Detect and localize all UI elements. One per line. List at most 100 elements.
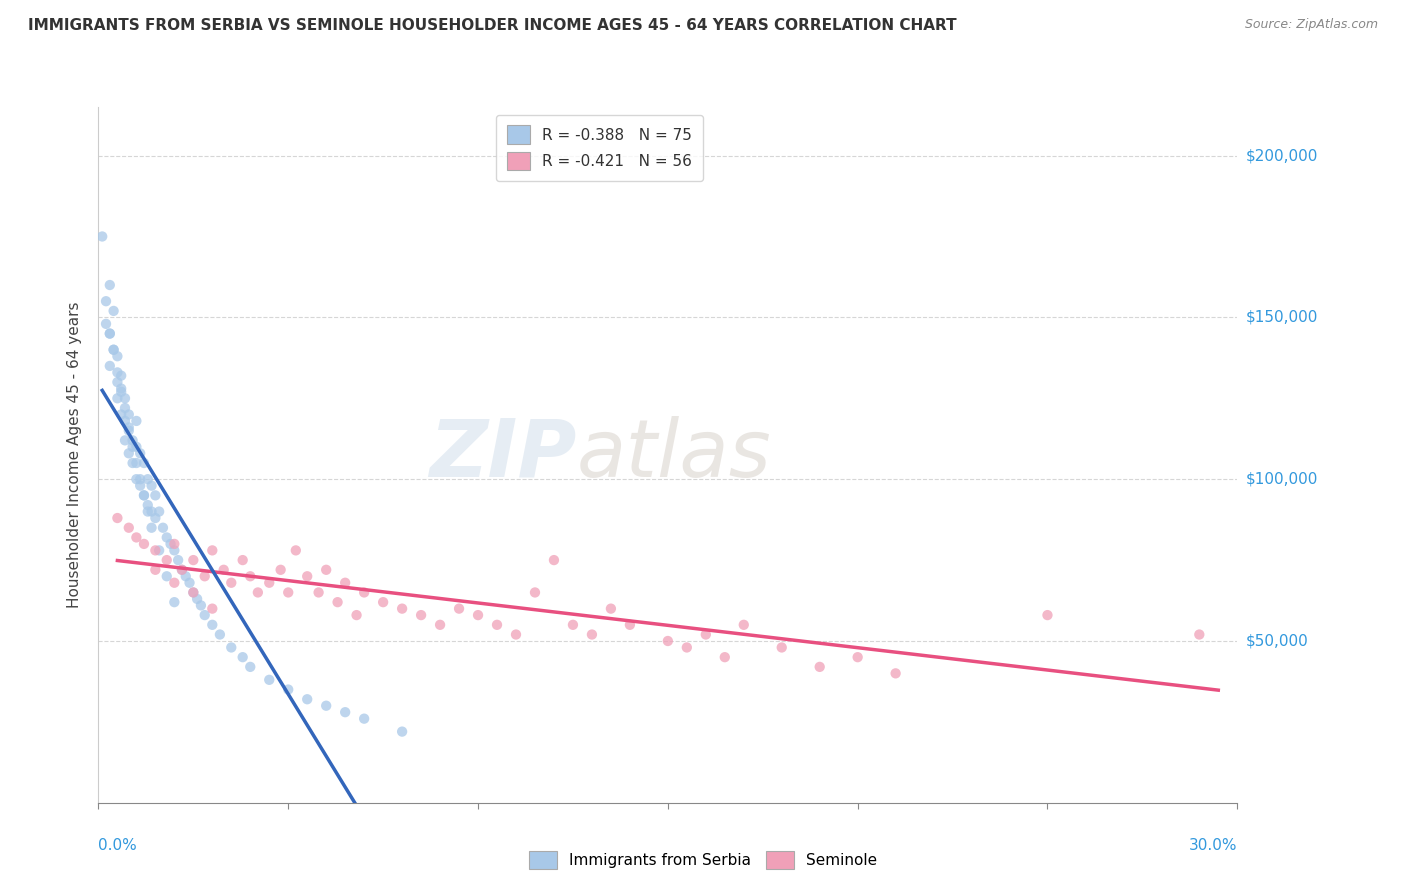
Point bbox=[326, 595, 349, 609]
Text: 30.0%: 30.0% bbox=[1189, 838, 1237, 853]
Point bbox=[277, 682, 299, 697]
Point bbox=[110, 384, 132, 399]
Point bbox=[270, 563, 292, 577]
Point bbox=[136, 472, 159, 486]
Point bbox=[125, 440, 148, 454]
Point bbox=[107, 349, 129, 363]
Point bbox=[125, 456, 148, 470]
Point bbox=[808, 660, 831, 674]
Point bbox=[103, 343, 125, 357]
Text: $200,000: $200,000 bbox=[1246, 148, 1317, 163]
Point bbox=[107, 365, 129, 379]
Point bbox=[259, 575, 281, 590]
Point bbox=[163, 575, 186, 590]
Point bbox=[148, 543, 170, 558]
Point bbox=[114, 392, 136, 406]
Point bbox=[714, 650, 737, 665]
Point bbox=[114, 414, 136, 428]
Point bbox=[107, 392, 129, 406]
Point bbox=[110, 368, 132, 383]
Point bbox=[600, 601, 623, 615]
Point bbox=[125, 531, 148, 545]
Text: 0.0%: 0.0% bbox=[98, 838, 138, 853]
Point bbox=[167, 553, 190, 567]
Point bbox=[391, 724, 413, 739]
Point bbox=[391, 601, 413, 615]
Point bbox=[118, 420, 141, 434]
Point bbox=[129, 472, 152, 486]
Point bbox=[201, 601, 224, 615]
Point bbox=[91, 229, 114, 244]
Point bbox=[239, 660, 262, 674]
Point bbox=[110, 408, 132, 422]
Point bbox=[103, 343, 125, 357]
Point bbox=[411, 608, 433, 623]
Point bbox=[543, 553, 565, 567]
Point bbox=[695, 627, 717, 641]
Point bbox=[114, 401, 136, 415]
Point bbox=[148, 504, 170, 518]
Legend: R = -0.388   N = 75, R = -0.421   N = 56: R = -0.388 N = 75, R = -0.421 N = 56 bbox=[496, 115, 703, 181]
Point bbox=[141, 504, 163, 518]
Point bbox=[132, 488, 155, 502]
Point bbox=[118, 424, 141, 438]
Point bbox=[121, 440, 143, 454]
Point bbox=[1188, 627, 1211, 641]
Point bbox=[103, 304, 125, 318]
Text: ZIP: ZIP bbox=[429, 416, 576, 494]
Point bbox=[145, 488, 167, 502]
Point bbox=[246, 585, 269, 599]
Point bbox=[581, 627, 603, 641]
Point bbox=[98, 359, 121, 373]
Point bbox=[221, 640, 243, 655]
Point bbox=[619, 617, 641, 632]
Point bbox=[163, 543, 186, 558]
Point bbox=[156, 531, 179, 545]
Text: $150,000: $150,000 bbox=[1246, 310, 1317, 325]
Point bbox=[371, 595, 394, 609]
Point bbox=[486, 617, 509, 632]
Point bbox=[183, 585, 205, 599]
Point bbox=[156, 569, 179, 583]
Text: atlas: atlas bbox=[576, 416, 772, 494]
Point bbox=[141, 478, 163, 492]
Point bbox=[98, 326, 121, 341]
Point bbox=[190, 599, 212, 613]
Point bbox=[212, 563, 235, 577]
Point bbox=[114, 434, 136, 448]
Point bbox=[308, 585, 330, 599]
Point bbox=[107, 375, 129, 389]
Point bbox=[201, 543, 224, 558]
Point bbox=[141, 521, 163, 535]
Point bbox=[1036, 608, 1059, 623]
Point bbox=[125, 472, 148, 486]
Point bbox=[346, 608, 368, 623]
Point bbox=[183, 585, 205, 599]
Point bbox=[315, 698, 337, 713]
Point bbox=[449, 601, 471, 615]
Point bbox=[156, 553, 179, 567]
Point bbox=[239, 569, 262, 583]
Point bbox=[770, 640, 793, 655]
Point bbox=[676, 640, 699, 655]
Point bbox=[186, 591, 208, 606]
Point bbox=[221, 575, 243, 590]
Text: IMMIGRANTS FROM SERBIA VS SEMINOLE HOUSEHOLDER INCOME AGES 45 - 64 YEARS CORRELA: IMMIGRANTS FROM SERBIA VS SEMINOLE HOUSE… bbox=[28, 18, 956, 33]
Point bbox=[98, 326, 121, 341]
Point bbox=[194, 608, 217, 623]
Point bbox=[335, 705, 357, 719]
Point bbox=[353, 585, 375, 599]
Point bbox=[353, 712, 375, 726]
Point bbox=[132, 456, 155, 470]
Point bbox=[121, 456, 143, 470]
Point bbox=[179, 575, 201, 590]
Point bbox=[657, 634, 679, 648]
Point bbox=[94, 317, 117, 331]
Point bbox=[152, 521, 174, 535]
Point bbox=[170, 563, 193, 577]
Point bbox=[174, 569, 197, 583]
Point bbox=[335, 575, 357, 590]
Point bbox=[136, 504, 159, 518]
Point bbox=[183, 553, 205, 567]
Point bbox=[163, 537, 186, 551]
